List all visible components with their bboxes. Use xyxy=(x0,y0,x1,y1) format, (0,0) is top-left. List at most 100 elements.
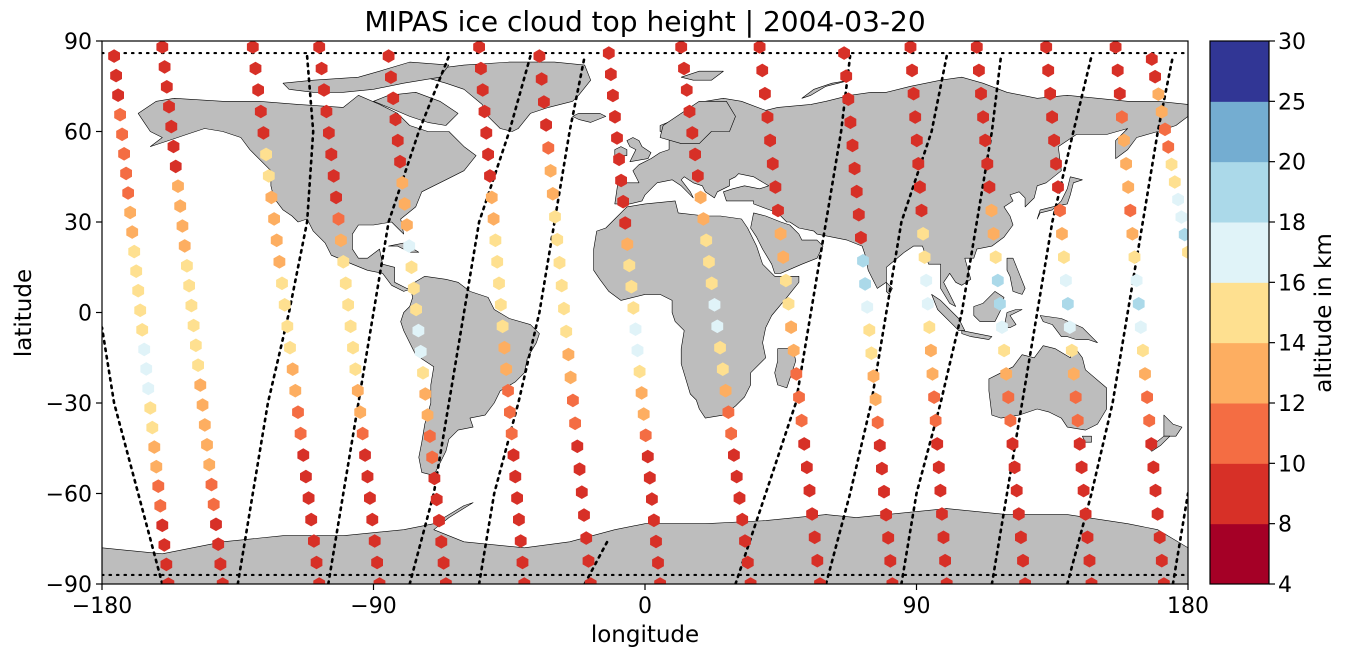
cloud-hexagon xyxy=(1085,577,1098,584)
colorbar-tick-label: 14 xyxy=(1278,332,1306,357)
cloud-hexagon xyxy=(625,279,638,294)
cloud-hexagon xyxy=(722,405,735,419)
cloud-hexagon xyxy=(172,179,184,193)
cloud-hexagon xyxy=(174,199,187,213)
cloud-hexagon xyxy=(646,492,658,506)
cloud-hexagon xyxy=(401,218,413,232)
cloud-hexagon xyxy=(844,115,857,130)
cloud-hexagon xyxy=(1149,483,1162,498)
x-tick-label: −90 xyxy=(350,594,396,619)
colorbar-segment xyxy=(1210,342,1269,404)
cloud-hexagon xyxy=(648,513,660,528)
cloud-hexagon xyxy=(1132,297,1145,311)
cloud-hexagon xyxy=(396,176,409,190)
cloud-hexagon xyxy=(201,438,213,452)
cloud-hexagon xyxy=(394,154,406,169)
cloud-hexagon xyxy=(998,343,1010,358)
colorbar-tick-label: 4 xyxy=(1278,573,1292,598)
cloud-hexagon xyxy=(582,554,595,568)
colorbar-segment xyxy=(1210,523,1269,585)
cloud-hexagon xyxy=(1151,507,1164,521)
cloud-hexagon xyxy=(354,405,367,419)
cloud-hexagon xyxy=(1079,507,1092,521)
cloud-hexagon xyxy=(842,92,855,106)
cloud-hexagon xyxy=(254,104,267,119)
cloud-hexagon xyxy=(979,133,992,148)
cloud-hexagon xyxy=(806,507,818,521)
cloud-hexagon xyxy=(782,297,795,311)
cloud-hexagon xyxy=(292,405,304,419)
cloud-hexagon xyxy=(110,68,122,83)
y-tick-label: −90 xyxy=(46,573,92,598)
cloud-hexagon xyxy=(1000,367,1013,381)
cloud-hexagon xyxy=(1172,192,1184,207)
cloud-hexagon xyxy=(130,264,143,278)
cloud-hexagon xyxy=(116,127,128,142)
land-scandinavia-fill xyxy=(659,101,736,144)
cloud-hexagon xyxy=(1012,507,1025,521)
cloud-hexagon xyxy=(216,577,229,584)
cloud-hexagon xyxy=(511,491,523,505)
cloud-hexagon xyxy=(1159,122,1171,137)
cloud-hexagon xyxy=(1081,530,1094,545)
cloud-hexagon xyxy=(544,164,557,178)
cloud-hexagon xyxy=(617,194,629,209)
orbit-track-1 xyxy=(236,54,315,584)
cloud-hexagon xyxy=(156,518,169,533)
cloud-hexagon xyxy=(571,439,584,454)
cloud-hexagon xyxy=(772,203,784,218)
cloud-hexagon xyxy=(385,70,397,84)
cloud-hexagon xyxy=(484,169,496,183)
cloud-hexagon xyxy=(391,133,404,148)
cloud-hexagon xyxy=(330,190,342,205)
cloud-hexagon xyxy=(410,302,422,317)
cloud-hexagon xyxy=(873,438,886,453)
cloud-hexagon xyxy=(1128,250,1141,264)
cloud-hexagon xyxy=(128,244,141,259)
orbit-track-4 xyxy=(477,54,586,584)
cloud-hexagon xyxy=(187,318,200,333)
colorbar-segment xyxy=(1210,403,1269,464)
cloud-hexagon xyxy=(1042,63,1055,78)
cloud-hexagon xyxy=(801,460,813,475)
cloud-hexagon xyxy=(162,577,175,584)
y-tick-label: 0 xyxy=(78,302,92,327)
land-arabia xyxy=(750,212,824,274)
cloud-hexagon xyxy=(808,530,821,545)
cloud-hexagon xyxy=(373,577,386,584)
cloud-hexagon xyxy=(991,273,1004,288)
cloud-hexagon xyxy=(509,469,522,484)
cloud-hexagon xyxy=(753,41,766,54)
cloud-hexagon xyxy=(327,169,340,183)
cloud-hexagon xyxy=(780,273,792,288)
cloud-hexagon xyxy=(502,383,514,398)
land-greenland xyxy=(424,61,591,132)
cloud-hexagon xyxy=(494,298,507,312)
cloud-hexagon xyxy=(615,173,627,188)
cloud-hexagon xyxy=(759,86,771,101)
colorbar-segment xyxy=(1210,222,1269,283)
cloud-hexagon xyxy=(310,555,323,570)
colorbar: 4 8 10 12 14 16 18 20 25 30 xyxy=(1209,30,1306,598)
cloud-hexagon xyxy=(1004,413,1017,428)
cloud-hexagon xyxy=(140,362,153,376)
cloud-hexagon xyxy=(985,203,998,218)
colorbar-frame xyxy=(1209,40,1270,585)
cloud-hexagon xyxy=(764,133,776,148)
cloud-hexagon xyxy=(535,72,548,86)
cloud-hexagon xyxy=(923,320,936,334)
cloud-hexagon xyxy=(335,233,347,248)
cloud-hexagon xyxy=(478,104,491,119)
colorbar-tick-label: 18 xyxy=(1278,211,1306,236)
y-tick-label: −30 xyxy=(46,392,92,417)
cloud-hexagon xyxy=(150,459,163,474)
cloud-hexagon xyxy=(1182,245,1188,259)
cloud-hexagon xyxy=(631,343,644,358)
cloud-hexagon xyxy=(973,63,985,78)
cloud-hexagon xyxy=(633,364,646,379)
y-axis-label: latitude xyxy=(11,269,37,357)
cloud-hexagon xyxy=(934,483,947,498)
cloud-hexagon xyxy=(169,159,182,174)
cloud-hexagon xyxy=(700,233,713,248)
cloud-hexagon xyxy=(613,152,625,167)
